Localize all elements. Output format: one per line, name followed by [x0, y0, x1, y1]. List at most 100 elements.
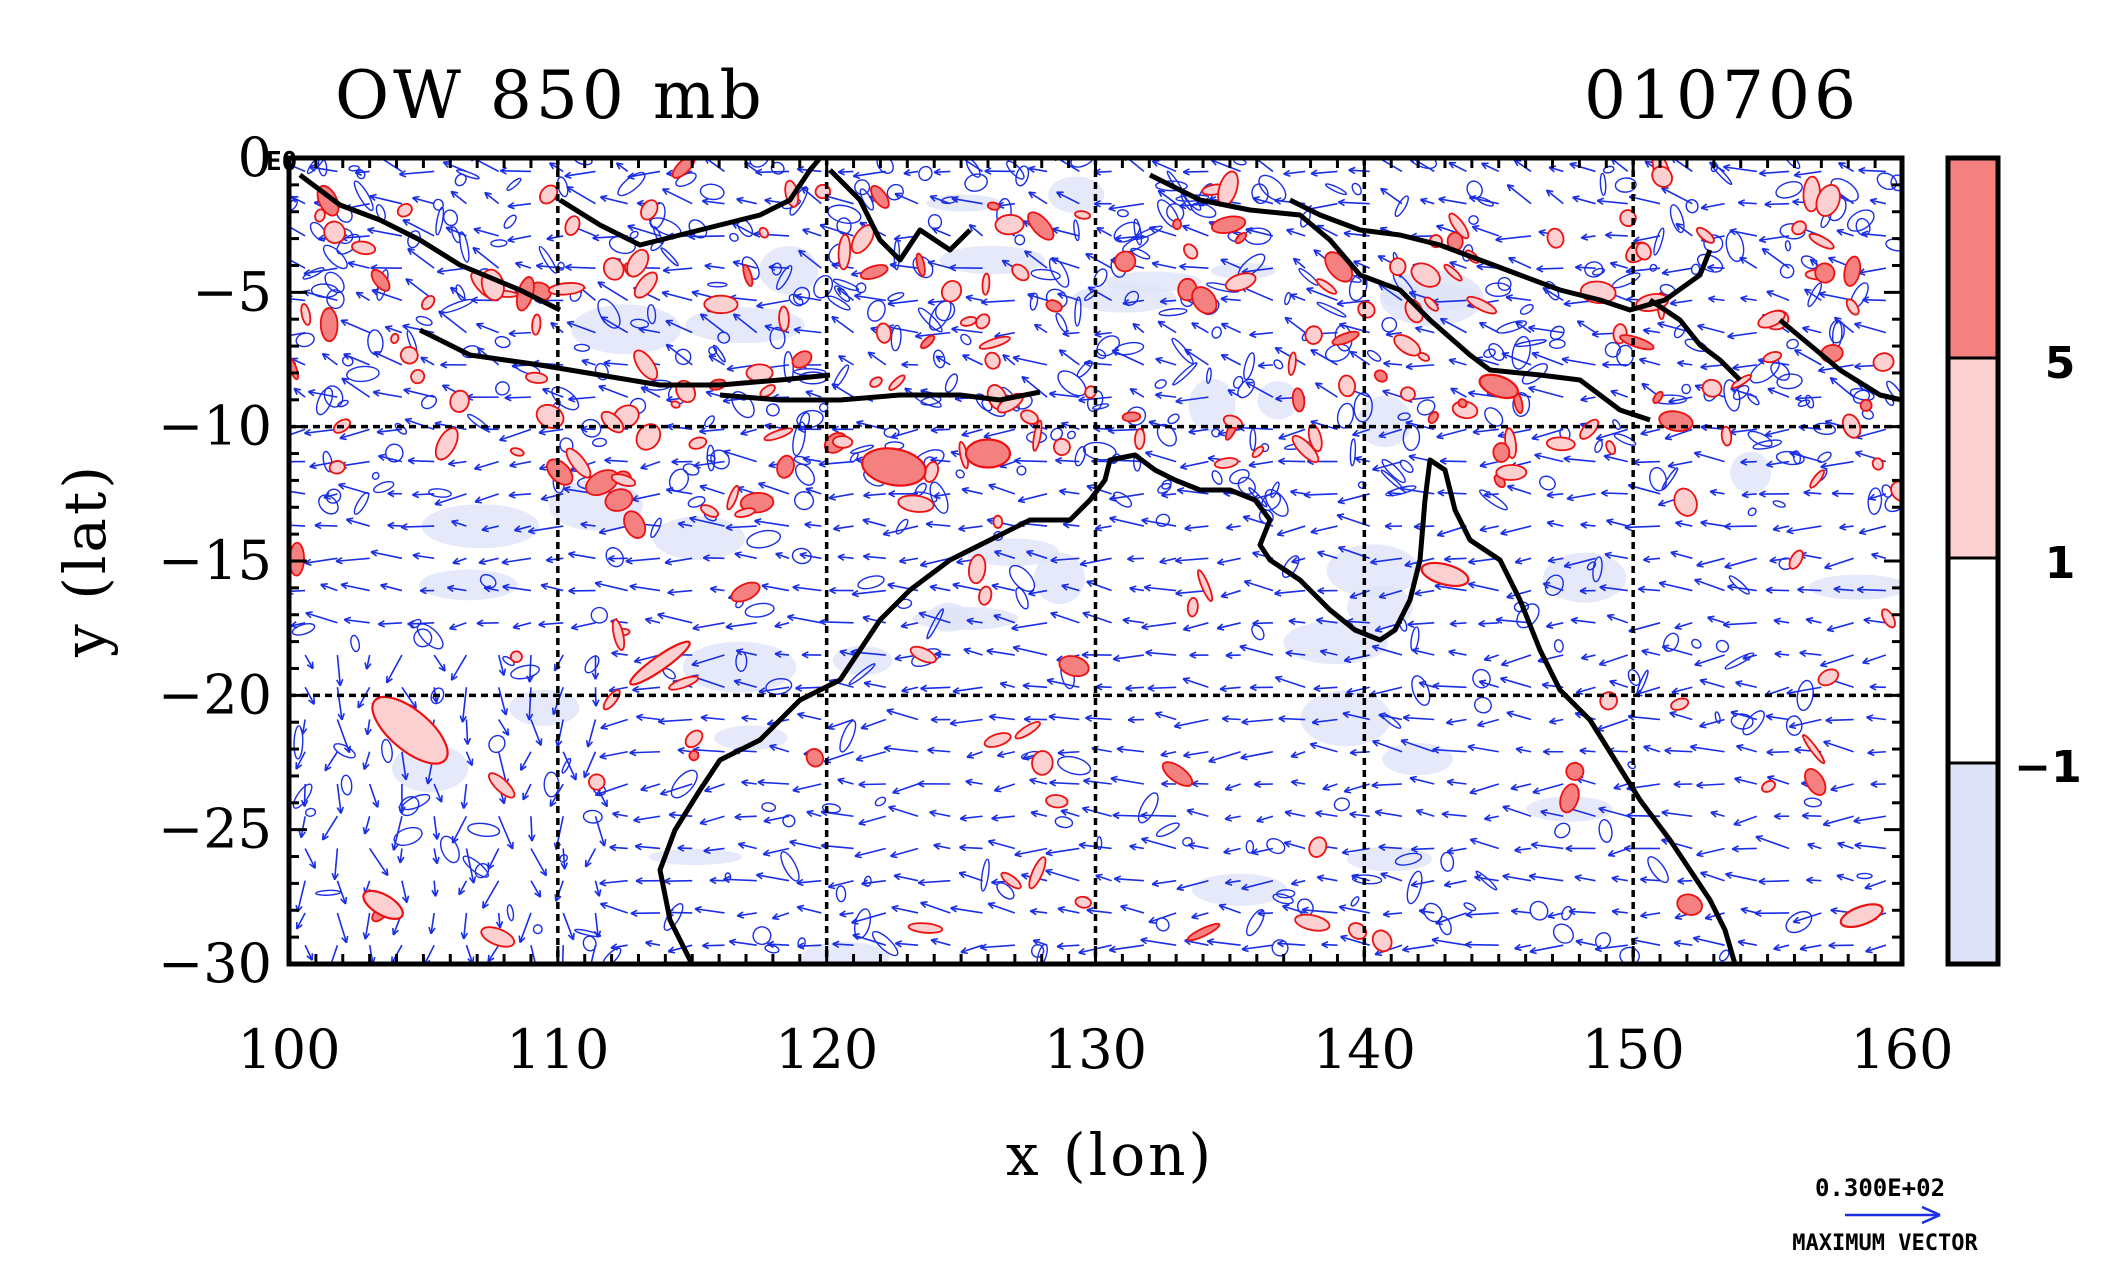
wind-vector-shaft	[1109, 517, 1145, 527]
wind-vector	[736, 911, 757, 919]
wind-vector-head	[387, 489, 395, 498]
wind-vector	[988, 713, 1015, 721]
wind-vector-shaft	[291, 195, 306, 205]
wind-vector-head	[566, 320, 575, 328]
wind-vector-shaft	[1739, 256, 1758, 269]
wind-vector-head	[304, 558, 312, 567]
wind-vector	[668, 811, 693, 819]
wind-vector-head	[1735, 680, 1743, 688]
negative-contour	[304, 807, 317, 817]
wind-vector-shaft	[741, 716, 757, 721]
wind-vector-head	[1727, 332, 1735, 340]
negative-contour	[1599, 172, 1607, 196]
wind-vector-head	[1224, 814, 1233, 822]
wind-vector	[1432, 746, 1467, 754]
wind-vector-head	[1313, 249, 1321, 257]
negative-contour	[1243, 352, 1256, 381]
wind-vector	[1510, 907, 1532, 916]
positive-contour	[1808, 233, 1835, 250]
negative-contour	[317, 158, 328, 177]
wind-vector-shaft	[952, 686, 983, 693]
wind-vector-head	[1208, 756, 1216, 764]
wind-vector-head	[1284, 316, 1293, 325]
wind-vector	[862, 517, 887, 527]
wind-vector-shaft	[339, 428, 370, 440]
wind-vector	[465, 848, 477, 884]
wind-vector-shaft	[634, 654, 661, 663]
wind-vector-head	[1095, 873, 1103, 881]
wind-vector-head	[1580, 395, 1588, 403]
wind-vector-head	[1405, 362, 1413, 371]
wind-vector-head	[802, 227, 810, 236]
wind-vector-shaft	[1110, 777, 1145, 785]
wind-vector-shaft	[657, 613, 693, 624]
wind-vector-head	[858, 780, 866, 789]
wind-vector-shaft	[1789, 451, 1822, 463]
wind-vector-shaft	[481, 525, 499, 531]
y-axis-label: y (lat)	[51, 463, 119, 658]
wind-vector	[1057, 748, 1080, 757]
wind-vector	[1061, 583, 1080, 592]
wind-vector-shaft	[1063, 523, 1080, 527]
negative-contour	[887, 292, 905, 302]
wind-vector-shaft	[1515, 747, 1532, 753]
wind-vector-head	[1664, 746, 1672, 755]
wind-vector	[402, 323, 435, 334]
wind-vector	[1045, 847, 1080, 857]
wind-vector-shaft	[1320, 650, 1338, 656]
wind-vector	[1570, 616, 1596, 625]
negative-contour	[582, 809, 603, 824]
wind-vector-head	[592, 699, 600, 707]
wind-vector-shaft	[437, 267, 467, 273]
wind-vector-shaft	[664, 879, 693, 883]
wind-vector-head	[705, 389, 714, 398]
wind-vector	[1788, 718, 1822, 730]
wind-vector-head	[473, 463, 482, 471]
positive-contour	[688, 436, 708, 450]
positive-contour	[1251, 445, 1265, 459]
wind-vector-shaft	[1082, 612, 1112, 624]
negative-contour	[1586, 561, 1597, 571]
wind-vector	[1122, 616, 1145, 625]
wind-vector-head	[484, 191, 492, 200]
wind-vector	[1611, 875, 1628, 883]
wind-vector-shaft	[1431, 938, 1467, 946]
positive-contour	[1559, 783, 1580, 814]
wind-vector-head	[1432, 682, 1440, 690]
wind-vector	[1563, 455, 1596, 463]
negative-contour	[1232, 375, 1244, 389]
wind-vector-head	[1833, 585, 1841, 594]
wind-vector-shaft	[1820, 654, 1854, 667]
wind-vector	[611, 649, 628, 658]
wind-vector-head	[276, 334, 283, 340]
wind-vector-head	[703, 846, 711, 855]
wind-vector	[1290, 750, 1306, 759]
negative-contour	[1156, 423, 1177, 447]
negative-contour	[1211, 428, 1221, 438]
negative-contour	[605, 547, 624, 568]
positive-contour	[1084, 385, 1097, 399]
wind-vector-head	[1414, 589, 1422, 597]
wind-vector-head	[1696, 781, 1704, 789]
negative-contour	[428, 488, 452, 498]
wind-vector	[1500, 525, 1532, 536]
wind-vector	[1241, 717, 1274, 726]
wind-vector	[1773, 812, 1790, 821]
wind-vector	[677, 746, 693, 755]
wind-vector	[1372, 739, 1403, 753]
wind-vector	[828, 493, 854, 501]
wind-vector-shaft	[1274, 589, 1306, 595]
wind-vector-head	[1465, 910, 1473, 919]
wind-vector	[1866, 714, 1886, 722]
negative-contour	[559, 854, 569, 863]
colorbar-label-minus-1: −1	[2014, 742, 2081, 793]
wind-vector	[741, 714, 757, 723]
positive-contour	[623, 510, 647, 539]
wind-vector-shaft	[1322, 783, 1338, 790]
wind-vector-shaft	[450, 654, 468, 681]
wind-vector	[1837, 841, 1854, 850]
wind-vector-shaft	[289, 428, 306, 436]
wind-vector-head	[1114, 234, 1123, 242]
wind-vector-shaft	[1441, 813, 1467, 818]
wind-vector-head	[1527, 324, 1536, 333]
